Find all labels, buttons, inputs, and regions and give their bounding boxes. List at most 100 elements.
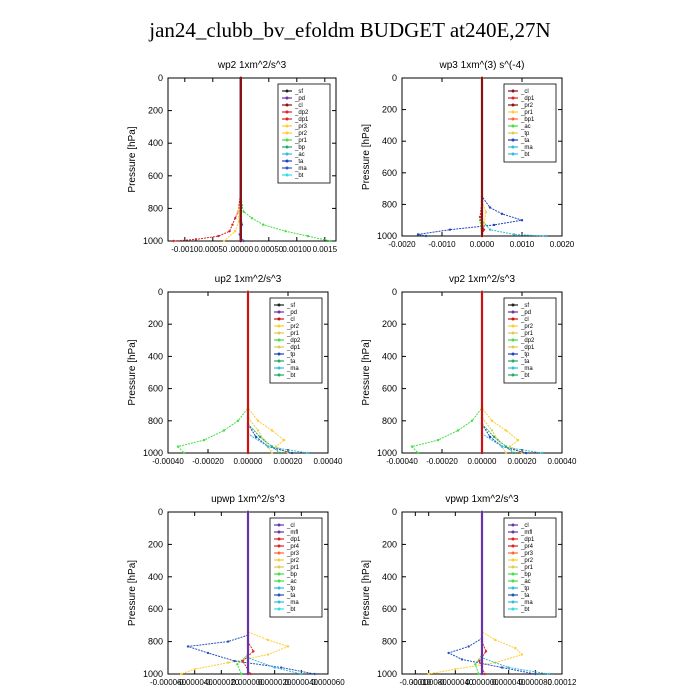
series-line-pr2	[181, 512, 290, 675]
data-point	[516, 438, 520, 442]
legend-marker	[277, 317, 281, 321]
legend-label: _dp2	[520, 338, 535, 344]
data-point	[488, 228, 492, 231]
x-tick-label: 0.000000	[465, 678, 499, 687]
data-point	[484, 211, 488, 214]
data-point	[512, 233, 516, 236]
data-point	[306, 234, 310, 238]
legend-marker	[511, 317, 515, 321]
legend-label: _ac	[294, 152, 305, 158]
data-point	[508, 445, 512, 448]
data-point	[231, 223, 234, 226]
chart-title: wp3 1xm^(3) s^(-4)	[439, 60, 525, 71]
legend-label: _ta	[286, 359, 296, 365]
y-tick-label: 200	[382, 105, 397, 115]
legend-marker	[511, 138, 515, 142]
data-point	[514, 646, 517, 650]
data-point	[507, 666, 510, 669]
y-tick-label: 200	[148, 319, 163, 329]
y-tick-label: 200	[148, 539, 163, 549]
legend-marker	[511, 331, 515, 335]
x-tick-label: 0.00012	[548, 678, 577, 687]
legend-marker	[277, 586, 281, 590]
legend-marker	[511, 338, 515, 342]
data-point	[246, 451, 250, 455]
x-tick-label: -0.000060	[150, 678, 187, 687]
legend-label: _dp1	[520, 345, 535, 351]
legend-marker	[511, 607, 515, 611]
x-tick-label: 0.00040	[548, 457, 577, 466]
data-point	[544, 234, 548, 238]
page-title: jan24_clubb_bv_efoldm BUDGET at240E,27N	[149, 18, 551, 42]
y-tick-label: 800	[148, 416, 163, 426]
legend-label: _ma	[520, 600, 533, 606]
legend-marker	[277, 572, 281, 576]
y-tick-label: 1000	[143, 448, 163, 458]
x-tick-label: -0.00010	[400, 678, 432, 687]
chart-panel-6: vpwp 1xm^2/s^3 Pressure [hPa] 0 200 400 600 80…	[361, 494, 577, 687]
data-point	[416, 233, 420, 236]
x-tick-label: 0.00020	[508, 457, 537, 466]
legend-label: _pd	[294, 96, 305, 102]
data-point	[456, 429, 460, 432]
legend-label: _pr3	[294, 124, 308, 130]
data-point	[520, 219, 524, 222]
data-point	[547, 672, 550, 676]
legend-marker	[511, 366, 515, 370]
data-point	[490, 429, 494, 432]
legend-marker	[511, 310, 515, 314]
legend-label: _pr1	[520, 110, 534, 116]
y-tick-label: 600	[382, 168, 397, 178]
legend-label: _ta	[286, 593, 296, 599]
y-tick-label: 200	[382, 319, 397, 329]
data-point	[222, 239, 226, 243]
legend-label: _cl	[294, 103, 303, 109]
data-point	[254, 435, 258, 439]
legend-marker	[277, 593, 281, 597]
data-point	[329, 239, 332, 243]
y-tick-label: 400	[148, 138, 163, 148]
data-point	[274, 445, 278, 448]
legend-marker	[511, 96, 515, 100]
data-point	[270, 429, 274, 432]
legend-marker	[511, 152, 515, 156]
legend-marker	[285, 145, 289, 149]
x-tick-label: -0.000020	[203, 678, 240, 687]
legend-label: _pr3	[286, 551, 300, 557]
y-tick-label: 1000	[143, 236, 163, 246]
series-line-pr1	[481, 292, 507, 454]
y-tick-label: 800	[382, 637, 397, 647]
data-point	[482, 228, 486, 231]
x-tick-label: 0.00050	[198, 245, 227, 254]
y-axis-label: Pressure [hPa]	[361, 124, 372, 190]
data-point	[474, 663, 477, 666]
legend-label: _pr1	[520, 565, 534, 571]
legend-marker	[285, 110, 289, 114]
legend-label: _ma	[294, 166, 307, 172]
legend-label: _dp1	[520, 537, 535, 543]
x-tick-label: 0.00000	[468, 457, 497, 466]
data-point	[249, 672, 252, 676]
data-point	[480, 234, 484, 238]
legend-marker	[511, 579, 515, 583]
data-point	[448, 228, 452, 231]
data-point	[270, 445, 274, 448]
legend-label: _dp2	[286, 338, 301, 344]
series-line-pr1	[247, 292, 273, 454]
legend-label: _mfl	[286, 530, 298, 536]
legend-label: _pr1	[286, 565, 300, 571]
chart-title: vpwp 1xm^2/s^3	[445, 494, 519, 505]
y-tick-label: 0	[158, 287, 163, 297]
legend-label: _bp	[520, 572, 532, 578]
legend-label: _pr4	[286, 544, 300, 550]
data-point	[306, 451, 310, 455]
data-point	[246, 672, 250, 676]
x-tick-label: 0.00020	[274, 457, 303, 466]
data-point	[239, 76, 242, 80]
y-tick-label: 600	[382, 384, 397, 394]
data-point	[222, 429, 226, 432]
legend-label: _pr1	[294, 138, 308, 144]
y-axis-label: Pressure [hPa]	[361, 560, 372, 626]
legend-marker	[285, 159, 289, 163]
